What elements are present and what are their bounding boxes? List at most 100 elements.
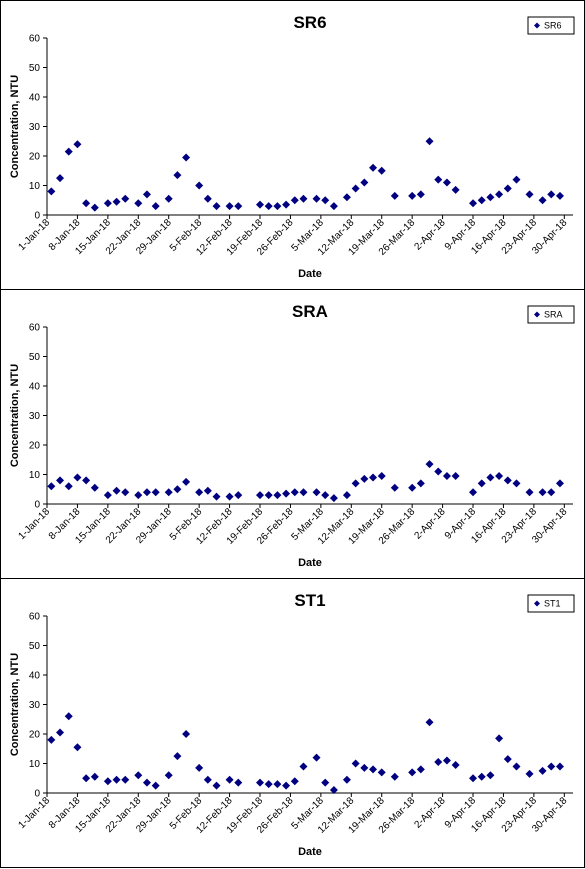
data-point xyxy=(73,743,82,752)
data-point xyxy=(73,473,82,482)
data-point xyxy=(408,768,417,777)
y-tick-label: 60 xyxy=(29,612,41,623)
data-point xyxy=(469,774,478,783)
data-point xyxy=(299,194,308,203)
data-point xyxy=(360,178,369,187)
y-axis-label: Concentration, NTU xyxy=(9,364,21,467)
data-point xyxy=(203,775,212,784)
data-point xyxy=(290,777,299,786)
y-tick-label: 40 xyxy=(29,382,41,393)
data-point xyxy=(164,194,173,203)
data-point xyxy=(282,489,291,498)
y-tick-label: 40 xyxy=(29,93,41,104)
data-point xyxy=(264,202,273,211)
chart-panel-st1: ST1 0 10 20 30 40 50 60 1-Jan-18 8-Jan-18 15-Jan-1… xyxy=(0,578,585,868)
data-point xyxy=(503,184,512,193)
y-tick-label: 30 xyxy=(29,122,41,133)
data-point xyxy=(321,778,330,787)
legend-marker xyxy=(534,600,540,607)
data-point xyxy=(342,775,351,784)
data-point xyxy=(434,467,443,476)
data-point xyxy=(525,488,534,497)
data-point xyxy=(512,762,521,771)
data-point xyxy=(342,491,351,500)
data-point xyxy=(82,476,91,485)
data-point xyxy=(451,760,460,769)
data-point xyxy=(273,780,282,789)
data-point xyxy=(273,491,282,500)
data-point xyxy=(47,735,56,744)
legend-label: ST1 xyxy=(544,599,561,609)
data-point xyxy=(47,482,56,491)
data-point xyxy=(164,488,173,497)
data-point xyxy=(151,202,160,211)
data-point xyxy=(451,185,460,194)
x-tick-label: 1-Jan-18 xyxy=(16,795,52,831)
data-point xyxy=(103,491,112,500)
data-point xyxy=(103,777,112,786)
data-point xyxy=(134,491,143,500)
legend-box xyxy=(527,305,575,324)
chart-sr6: SR601020304050601-Jan-188-Jan-1815-Jan-1… xyxy=(9,13,575,280)
data-point xyxy=(164,771,173,780)
x-tick-label: 2-Apr-18 xyxy=(412,795,448,831)
data-point xyxy=(342,193,351,202)
data-point xyxy=(408,191,417,200)
y-tick-label: 10 xyxy=(29,759,41,770)
data-point xyxy=(547,190,556,199)
y-tick-label: 20 xyxy=(29,441,41,452)
legend-label: SRA xyxy=(544,310,563,320)
data-point xyxy=(212,492,221,501)
data-point xyxy=(64,482,73,491)
data-point xyxy=(469,488,478,497)
data-point xyxy=(142,190,151,199)
data-point xyxy=(151,781,160,790)
data-point xyxy=(425,718,434,727)
data-point xyxy=(282,200,291,209)
data-point xyxy=(495,471,504,480)
data-point xyxy=(525,190,534,199)
data-point xyxy=(112,486,121,495)
x-axis-label: Date xyxy=(298,268,322,280)
data-point xyxy=(351,759,360,768)
data-point xyxy=(212,202,221,211)
data-point xyxy=(416,190,425,199)
data-point xyxy=(451,471,460,480)
y-tick-label: 20 xyxy=(29,152,41,163)
data-point xyxy=(290,488,299,497)
chart-title: SRA xyxy=(292,302,328,321)
data-point xyxy=(495,190,504,199)
chart-title: ST1 xyxy=(294,591,325,610)
legend-box xyxy=(527,594,575,613)
data-point xyxy=(495,734,504,743)
data-point xyxy=(425,460,434,469)
y-tick-label: 0 xyxy=(34,789,40,800)
data-point xyxy=(312,194,321,203)
data-point xyxy=(312,488,321,497)
data-point xyxy=(134,771,143,780)
data-point xyxy=(173,485,182,494)
legend-label: SR6 xyxy=(544,21,562,31)
legend-box xyxy=(527,16,575,35)
data-point xyxy=(360,763,369,772)
chart-title: SR6 xyxy=(293,13,326,32)
data-point xyxy=(82,199,91,208)
data-point xyxy=(369,765,378,774)
data-point xyxy=(103,199,112,208)
data-point xyxy=(477,479,486,488)
data-point xyxy=(486,473,495,482)
data-point xyxy=(182,153,191,162)
legend-marker xyxy=(534,22,540,29)
data-point xyxy=(56,174,65,183)
legend-marker xyxy=(534,311,540,318)
data-point xyxy=(377,166,386,175)
data-point xyxy=(90,772,99,781)
data-point xyxy=(360,474,369,483)
data-point xyxy=(425,137,434,146)
data-point xyxy=(112,197,121,206)
data-point xyxy=(225,492,234,501)
data-point xyxy=(538,196,547,205)
data-point xyxy=(90,203,99,212)
y-tick-label: 30 xyxy=(29,411,41,422)
data-point xyxy=(203,486,212,495)
